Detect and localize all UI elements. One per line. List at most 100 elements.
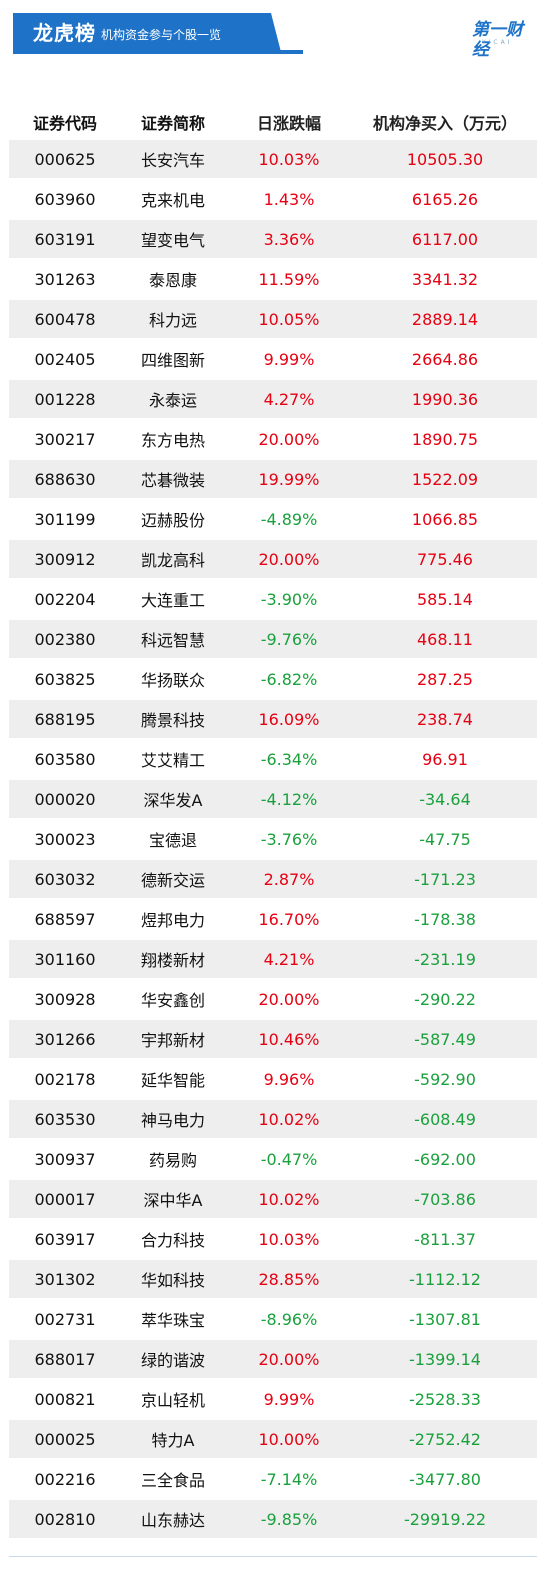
cell-change: 1.43%: [263, 189, 315, 209]
bottom-divider: [9, 1556, 537, 1557]
cell-name: 凯龙高科: [140, 551, 205, 570]
cell-code: 000020: [34, 789, 96, 809]
cell-change: 9.96%: [263, 1069, 315, 1089]
cell-code: 603191: [34, 229, 96, 249]
cell-change: -9.76%: [260, 629, 318, 649]
cell-name: 宝德退: [148, 831, 197, 850]
cell-name: 四维图新: [140, 351, 205, 370]
cell-code: 300928: [34, 989, 96, 1009]
cell-net-buy: 1522.09: [411, 469, 479, 489]
cell-name: 绿的谐波: [140, 1351, 205, 1370]
table-row: 603191 望变电气 3.36% 6117.00: [9, 220, 537, 258]
table-row: 301199 迈赫股份 -4.89% 1066.85: [9, 500, 537, 538]
cell-name: 泰恩康: [148, 271, 197, 290]
table-row: 002405 四维图新 9.99% 2664.86: [9, 340, 537, 378]
cell-change: -9.85%: [260, 1509, 318, 1529]
table-row: 000821 京山轻机 9.99% -2528.33: [9, 1380, 537, 1418]
cell-net-buy: -171.23: [414, 869, 476, 889]
cell-change: 11.59%: [258, 269, 320, 289]
cell-code: 603960: [34, 189, 96, 209]
table-row: 300912 凯龙高科 20.00% 775.46: [9, 540, 537, 578]
cell-code: 688597: [34, 909, 96, 929]
cell-change: -6.34%: [260, 749, 318, 769]
cell-name: 艾艾精工: [140, 751, 205, 770]
cell-name: 山东赫达: [140, 1511, 205, 1530]
cell-net-buy: -290.22: [414, 989, 476, 1009]
cell-name: 迈赫股份: [140, 511, 205, 530]
cell-code: 000821: [34, 1389, 96, 1409]
cell-net-buy: -592.90: [414, 1069, 476, 1089]
cell-code: 002178: [34, 1069, 96, 1089]
cell-name: 深中华A: [143, 1191, 203, 1210]
cell-change: 16.09%: [258, 709, 320, 729]
cell-name: 翔楼新材: [140, 951, 205, 970]
cell-name: 药易购: [148, 1151, 197, 1170]
cell-name: 长安汽车: [140, 151, 205, 170]
cell-change: -4.12%: [260, 789, 318, 809]
cell-code: 002405: [34, 349, 96, 369]
cell-code: 300912: [34, 549, 96, 569]
cell-name: 京山轻机: [140, 1391, 205, 1410]
cell-name: 特力A: [151, 1431, 195, 1450]
cell-change: 4.21%: [263, 949, 315, 969]
cell-change: -3.90%: [260, 589, 318, 609]
cell-net-buy: 468.11: [417, 629, 473, 649]
cell-code: 000017: [34, 1189, 96, 1209]
table-row: 688630 芯碁微装 19.99% 1522.09: [9, 460, 537, 498]
table-row: 002216 三全食品 -7.14% -3477.80: [9, 1460, 537, 1498]
cell-name: 科力远: [148, 311, 197, 330]
cell-change: 3.36%: [263, 229, 315, 249]
cell-code: 688195: [34, 709, 96, 729]
cell-change: 10.05%: [258, 309, 320, 329]
cell-name: 克来机电: [140, 191, 205, 210]
logo-text: 第一财经: [472, 20, 523, 60]
cell-change: 10.03%: [258, 149, 320, 169]
cell-net-buy: -587.49: [414, 1029, 476, 1049]
cell-code: 603825: [34, 669, 96, 689]
cell-net-buy: 1066.85: [411, 509, 479, 529]
page-title: 龙虎榜: [33, 21, 96, 45]
table-row: 301160 翔楼新材 4.21% -231.19: [9, 940, 537, 978]
cell-net-buy: 1990.36: [411, 389, 479, 409]
cell-net-buy: 287.25: [417, 669, 473, 689]
cell-name: 华扬联众: [140, 671, 205, 690]
cell-code: 603580: [34, 749, 96, 769]
cell-code: 688630: [34, 469, 96, 489]
table-row: 603580 艾艾精工 -6.34% 96.91: [9, 740, 537, 778]
institution-table: 证券代码 证券简称 日涨跌幅 机构净买入（万元） 000625 长安汽车 10.03…: [9, 104, 537, 1540]
header-name: 证券简称: [140, 114, 205, 133]
cell-net-buy: -1307.81: [409, 1309, 481, 1329]
cell-name: 三全食品: [140, 1471, 205, 1490]
cell-code: 603917: [34, 1229, 96, 1249]
cell-name: 德新交运: [140, 871, 205, 890]
cell-name: 芯碁微装: [140, 471, 205, 490]
cell-name: 望变电气: [140, 231, 205, 250]
table-row: 301302 华如科技 28.85% -1112.12: [9, 1260, 537, 1298]
cell-net-buy: -692.00: [414, 1149, 476, 1169]
cell-name: 华安鑫创: [140, 991, 205, 1010]
table-row: 002731 萃华珠宝 -8.96% -1307.81: [9, 1300, 537, 1338]
cell-change: 28.85%: [258, 1269, 320, 1289]
cell-name: 东方电热: [140, 431, 205, 450]
cell-change: -7.14%: [260, 1469, 318, 1489]
cell-change: -4.89%: [260, 509, 318, 529]
table-row: 301266 宇邦新材 10.46% -587.49: [9, 1020, 537, 1058]
table-row: 688195 腾景科技 16.09% 238.74: [9, 700, 537, 738]
table-row: 300023 宝德退 -3.76% -47.75: [9, 820, 537, 858]
table-row: 300928 华安鑫创 20.00% -290.22: [9, 980, 537, 1018]
cell-code: 002380: [34, 629, 96, 649]
cell-code: 300217: [34, 429, 96, 449]
cell-net-buy: -1112.12: [409, 1269, 481, 1289]
cell-change: 10.02%: [258, 1189, 320, 1209]
cell-change: 19.99%: [258, 469, 320, 489]
cell-net-buy: 585.14: [417, 589, 473, 609]
page-subtitle: 机构资金参与个股一览: [101, 28, 222, 42]
table-row: 002380 科远智慧 -9.76% 468.11: [9, 620, 537, 658]
cell-code: 603530: [34, 1109, 96, 1129]
cell-name: 华如科技: [140, 1271, 205, 1290]
cell-code: 002731: [34, 1309, 96, 1329]
table-row: 000017 深中华A 10.02% -703.86: [9, 1180, 537, 1218]
cell-name: 煜邦电力: [140, 911, 205, 930]
cell-change: 10.03%: [258, 1229, 320, 1249]
cell-code: 300937: [34, 1149, 96, 1169]
